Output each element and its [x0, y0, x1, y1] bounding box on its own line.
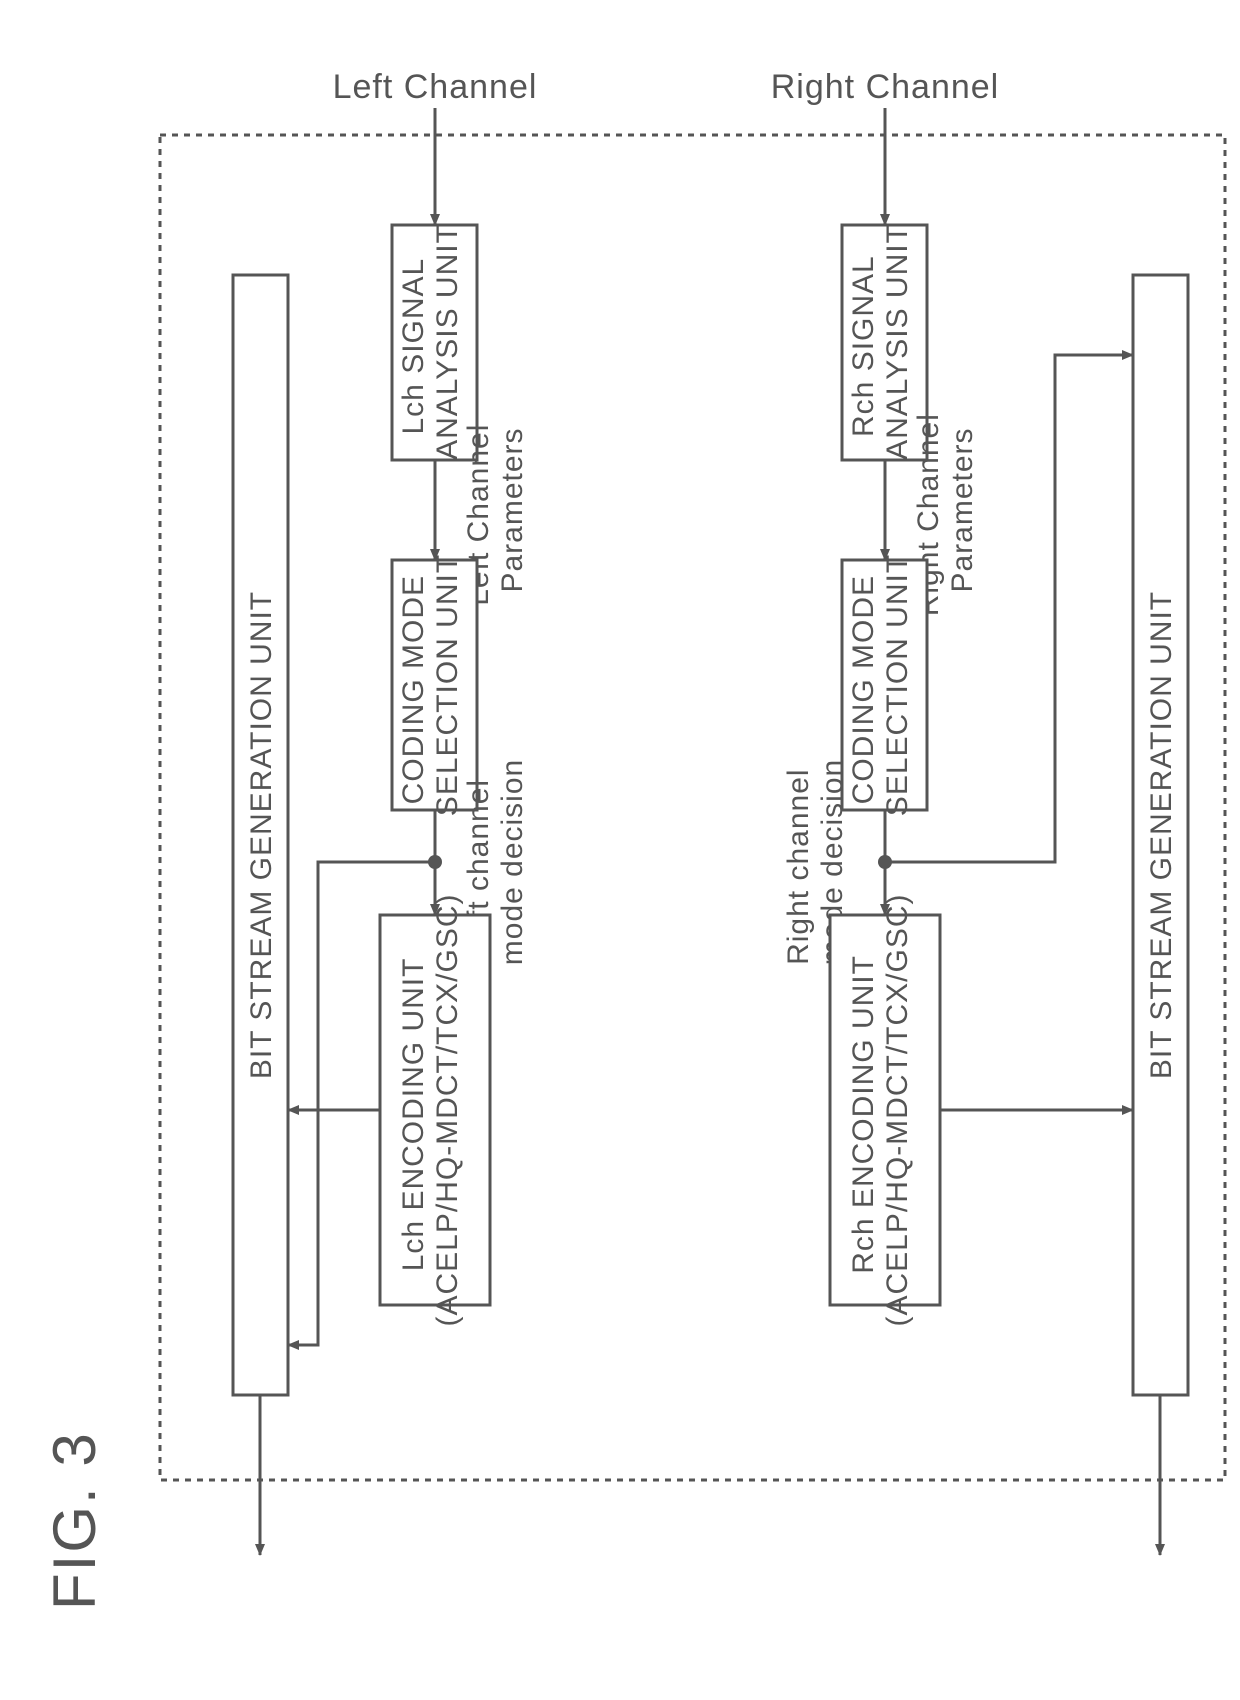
rch-mode-sel-label: CODING MODE SELECTION UNIT: [847, 554, 914, 816]
lch-bitstream-label: BIT STREAM GENERATION UNIT: [245, 591, 278, 1079]
rch-encoder-label: Rch ENCODING UNIT (ACELP/HQ-MDCT/TCX/GSC…: [847, 893, 914, 1326]
right-channel-input-label: Right Channel: [771, 68, 999, 106]
lch-encoder-label: Lch ENCODING UNIT (ACELP/HQ-MDCT/TCX/GSC…: [397, 893, 464, 1326]
lch-mode-sel-label: CODING MODE SELECTION UNIT: [397, 554, 464, 816]
figure-label: FIG. 3: [41, 1431, 108, 1610]
lch-analysis-label: Lch SIGNAL ANALYSIS UNIT: [397, 224, 464, 460]
system-boundary: [160, 135, 1225, 1480]
diagram-canvas: FIG. 3 Left Channel Lch SIGNAL ANALYSIS …: [0, 0, 1240, 1700]
rch-analysis-label: Rch SIGNAL ANALYSIS UNIT: [847, 224, 914, 460]
left-channel-input-label: Left Channel: [333, 68, 538, 106]
rch-bitstream-label: BIT STREAM GENERATION UNIT: [1145, 591, 1178, 1079]
